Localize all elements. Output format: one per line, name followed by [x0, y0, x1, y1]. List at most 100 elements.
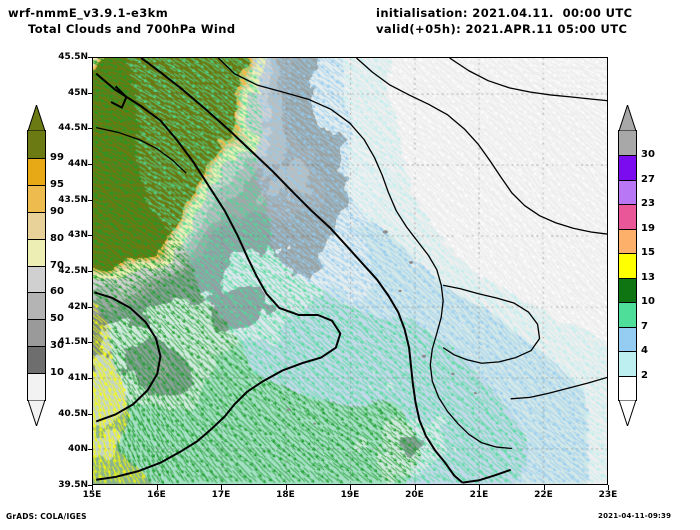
- coastline-path: [140, 58, 464, 484]
- colorbar-segment: [619, 375, 636, 401]
- y-axis-tick-label: 41N: [67, 373, 88, 383]
- colorbar-tick-label: 7: [641, 320, 648, 332]
- colorbar-segment: [28, 131, 45, 159]
- colorbar-segment: [28, 319, 45, 347]
- valid-time: valid(+05h): 2021.APR.11 05:00 UTC: [376, 22, 628, 36]
- grads-credit: GrADS: COLA/IGES: [6, 512, 87, 521]
- colorbar-tick-label: 60: [50, 286, 64, 298]
- y-axis-tick-label: 42.5N: [58, 266, 88, 276]
- colorbar-tick-label: 95: [50, 178, 64, 190]
- y-axis-tick-label: 45N: [67, 87, 88, 98]
- island-shape: [287, 408, 291, 411]
- colorbar-boundary: [619, 204, 636, 206]
- colorbar-bottom-arrow: [28, 400, 45, 426]
- y-axis-tick: [88, 128, 93, 130]
- country-border-path: [96, 126, 187, 174]
- y-axis-tick-label: 43.5N: [58, 194, 88, 205]
- x-axis-tick: [608, 485, 609, 490]
- colorbar-tick-label: 10: [641, 296, 655, 308]
- colorbar-tick-label: 19: [641, 222, 655, 234]
- colorbar-segment: [28, 265, 45, 293]
- colorbar-boundary: [619, 155, 636, 157]
- coastline-overlay: [93, 58, 607, 484]
- colorbar-segment: [619, 179, 636, 205]
- map-plot-area[interactable]: [92, 57, 608, 485]
- y-axis-tick: [88, 413, 93, 415]
- x-axis-tick: [414, 485, 416, 490]
- x-axis-tick: [350, 485, 351, 490]
- colorbar-segment: [619, 131, 636, 156]
- colorbar-tick-label: 13: [641, 271, 655, 283]
- colorbar-segment: [28, 292, 45, 320]
- x-axis-tick: [92, 485, 93, 490]
- colorbar-top-arrow: [28, 105, 45, 131]
- y-axis-tick-label: 39.5N: [58, 480, 88, 490]
- cloud-cover-colorbar: [27, 130, 46, 401]
- colorbar-tick-label: 90: [50, 205, 64, 217]
- colorbar-boundary: [619, 375, 636, 377]
- y-axis-tick: [88, 378, 93, 379]
- island-shape: [398, 289, 402, 293]
- colorbar-boundary: [619, 302, 636, 304]
- colorbar-tick-label: 30: [641, 149, 655, 161]
- field-description: Total Clouds and 700hPa Wind: [28, 22, 236, 36]
- y-axis-tick: [88, 235, 93, 237]
- y-axis-tick-label: 40N: [67, 444, 88, 455]
- y-axis-tick: [88, 485, 93, 486]
- x-axis-tick-label: 20E: [405, 490, 424, 500]
- colorbar-tick-label: 50: [50, 313, 64, 325]
- colorbar-tick-label: 23: [641, 198, 655, 210]
- colorbar-segment: [619, 155, 636, 181]
- colorbar-segment: [619, 302, 636, 328]
- colorbar-segment: [28, 157, 45, 186]
- colorbar-top-arrow: [619, 105, 636, 131]
- y-axis-tick-label: 44N: [67, 159, 88, 169]
- colorbar-boundary: [28, 157, 45, 159]
- colorbar-boundary: [619, 228, 636, 230]
- colorbar-tick-label: 27: [641, 173, 655, 185]
- colorbar-boundary: [28, 238, 45, 240]
- country-border-path: [510, 376, 607, 400]
- y-axis-tick: [88, 92, 93, 94]
- colorbar-boundary: [28, 373, 45, 375]
- wind-speed-colorbar: [618, 130, 637, 401]
- y-axis-tick-label: 44.5N: [58, 123, 88, 134]
- y-axis-tick-label: 43N: [67, 230, 88, 241]
- colorbar-segment: [28, 346, 45, 374]
- colorbar-tick-label: 10: [50, 367, 64, 379]
- x-axis-tick-label: 22E: [534, 490, 553, 500]
- island-shape: [409, 261, 414, 264]
- y-axis-tick-label: 40.5N: [58, 408, 88, 419]
- colorbar-segment: [28, 184, 45, 213]
- colorbar-boundary: [619, 351, 636, 353]
- x-axis-tick: [285, 485, 287, 490]
- x-axis-tick-label: 23E: [598, 490, 618, 500]
- colorbar-segment: [28, 211, 45, 240]
- x-axis-tick-label: 21E: [469, 490, 489, 500]
- colorbar-tick-label: 99: [50, 151, 64, 163]
- coastline-path: [93, 291, 162, 423]
- colorbar-boundary: [619, 253, 636, 255]
- island-shape: [421, 354, 427, 358]
- initialisation-time: initialisation: 2021.04.11. 00:00 UTC: [376, 6, 633, 20]
- render-timestamp: 2021-04-11-09:39: [598, 512, 672, 520]
- x-axis-tick: [156, 485, 158, 490]
- y-axis-tick: [88, 57, 93, 58]
- y-axis-tick-label: 41.5N: [58, 337, 88, 348]
- y-axis-tick: [88, 199, 93, 201]
- x-axis-tick: [543, 485, 545, 490]
- island-shape: [313, 422, 317, 425]
- x-axis-tick-label: 18E: [276, 490, 295, 500]
- y-axis-tick: [88, 306, 93, 308]
- colorbar-boundary: [28, 319, 45, 321]
- cloud-wind-field-canvas: [93, 58, 607, 484]
- colorbar-tick-label: 2: [641, 369, 648, 381]
- colorbar-boundary: [28, 211, 45, 213]
- colorbar-segment: [619, 228, 636, 254]
- colorbar-boundary: [619, 179, 636, 181]
- coastline-path: [95, 72, 342, 481]
- x-axis-tick-label: 15E: [82, 490, 102, 500]
- colorbar-boundary: [28, 184, 45, 186]
- y-axis-tick: [88, 164, 93, 165]
